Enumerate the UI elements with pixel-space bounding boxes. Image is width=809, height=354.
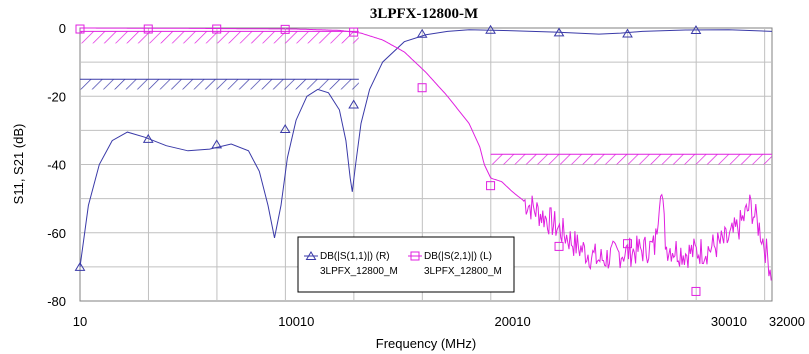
marker-s21 — [75, 24, 85, 34]
marker-s21 — [143, 24, 153, 34]
mask-band — [490, 154, 772, 165]
masks — [80, 30, 772, 165]
series-line-s11 — [79, 29, 773, 267]
legend-s11-name: DB(|S(1,1)|) (R) — [320, 251, 390, 262]
marker-s11 — [74, 261, 86, 271]
x-axis-label: Frequency (MHz) — [376, 336, 476, 351]
legend-s11-subname: 3LPFX_12800_M — [320, 266, 398, 277]
y-tick-label: -40 — [47, 158, 66, 173]
marker-s21 — [486, 181, 496, 191]
y-tick-label: -80 — [47, 294, 66, 309]
legend-s21-square-icon — [410, 251, 420, 261]
marker-s21 — [554, 241, 564, 251]
x-tick-label: 30010 — [711, 314, 747, 329]
marker-s11 — [348, 99, 360, 109]
series-group — [74, 24, 773, 296]
marker-s11 — [622, 28, 633, 38]
legend-s21-name: DB(|S(2,1)|) (L) — [424, 251, 492, 262]
x-tick-label: 10 — [73, 314, 87, 329]
marker-s11 — [142, 133, 154, 143]
y-axis-label: S11, S21 (dB) — [11, 124, 26, 205]
marker-s11 — [279, 124, 291, 134]
marker-s21 — [622, 239, 632, 249]
mask-band — [80, 79, 359, 90]
marker-s21 — [349, 27, 359, 37]
marker-s11 — [553, 27, 565, 37]
marker-s11 — [211, 139, 223, 149]
marker-s21 — [212, 24, 222, 34]
marker-s11 — [485, 24, 496, 34]
y-tick-label: 0 — [59, 21, 66, 36]
chart-title: 3LPFX-12800-M — [370, 6, 478, 22]
legend-s21-subname: 3LPFX_12800_M — [424, 266, 502, 277]
legend: DB(|S(1,1)|) (R) 3LPFX_12800_M DB(|S(2,1… — [297, 236, 515, 293]
marker-s11 — [690, 25, 702, 35]
marker-s11 — [416, 28, 428, 38]
y-tick-label: -60 — [47, 226, 66, 241]
marker-s21 — [280, 24, 290, 34]
marker-s21 — [691, 286, 701, 296]
legend-box — [297, 236, 515, 293]
x-tick-label: 10010 — [278, 314, 314, 329]
x-tick-label: 20010 — [495, 314, 531, 329]
legend-s11-triangle-icon — [305, 251, 317, 260]
x-tick-label: 32000 — [769, 314, 805, 329]
marker-s21 — [417, 83, 427, 93]
y-tick-label: -20 — [47, 89, 66, 104]
ticks: 10 10010 20010 30010 32000 0 -20 -40 -60 -80 — [47, 21, 805, 329]
mask-band — [80, 31, 359, 44]
series-line-s21 — [80, 27, 772, 281]
